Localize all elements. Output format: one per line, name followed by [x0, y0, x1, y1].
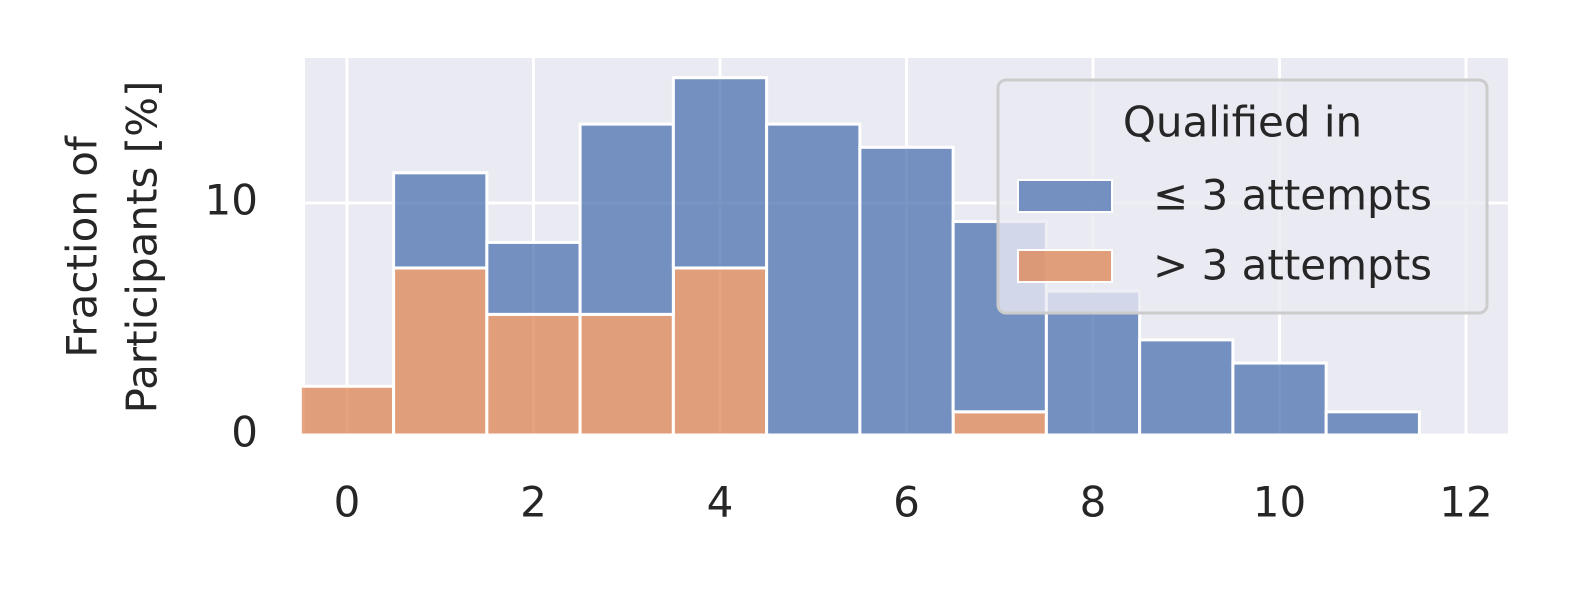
legend-label: > 3 attempts [1153, 241, 1432, 290]
bar [485, 312, 582, 437]
y-axis-label: Fraction of [58, 135, 107, 358]
y-tick-label: 0 [231, 408, 258, 457]
legend-title: Qualified in [1123, 98, 1362, 147]
bar [951, 410, 1048, 437]
x-tick-label: 2 [520, 478, 547, 527]
bar [671, 266, 769, 437]
x-tick-label: 4 [707, 478, 734, 527]
x-tick-label: 12 [1439, 478, 1492, 527]
legend-box [996, 78, 1489, 315]
y-tick-label: 10 [205, 176, 258, 225]
x-tick-label: 0 [334, 478, 361, 527]
x-tick-label: 6 [893, 478, 920, 527]
bar [578, 122, 675, 316]
bar [392, 171, 489, 270]
legend-label: ≤ 3 attempts [1153, 171, 1432, 220]
legend-swatch [1017, 179, 1113, 213]
bar [392, 266, 489, 437]
bar [1324, 410, 1421, 437]
bar [1138, 338, 1235, 437]
bar [298, 384, 396, 437]
x-tick-label: 8 [1080, 478, 1107, 527]
bar [858, 145, 955, 437]
bar [671, 76, 769, 270]
legend-swatch [1017, 249, 1113, 283]
bar [578, 312, 675, 437]
x-tick-label: 10 [1253, 478, 1306, 527]
y-axis-label: Participants [%] [118, 81, 167, 414]
bar [1231, 361, 1328, 437]
bar [485, 240, 582, 316]
bar [765, 122, 862, 437]
